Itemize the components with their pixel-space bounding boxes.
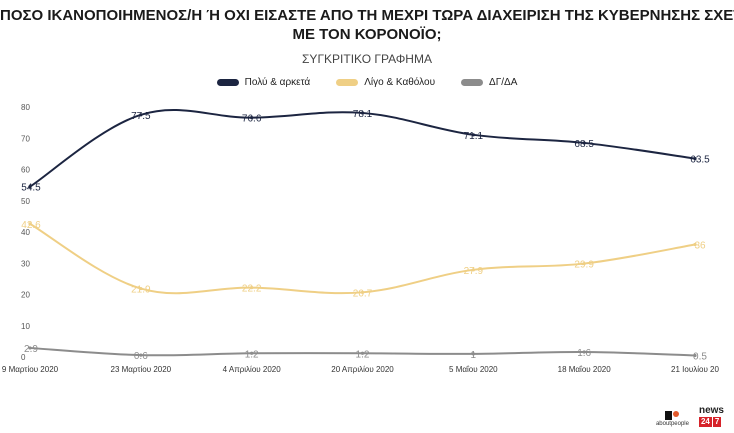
series-1-label-2: 22.2: [242, 284, 262, 295]
aboutpeople-logo: aboutpeople: [656, 411, 689, 427]
series-2-point-5: [582, 350, 586, 354]
series-1-point-5: [582, 261, 586, 266]
chart-legend: Πολύ & αρκετά Λίγο & Καθόλου ΔΓ/ΔΑ: [0, 77, 734, 88]
series-0-label-0: 54.5: [21, 183, 41, 194]
series-1-label-4: 27.9: [464, 266, 484, 277]
series-0-point-2: [250, 116, 254, 120]
chart-subtitle: ΣΥΓΚΡΙΤΙΚΟ ΓΡΑΦΗΜΑ: [302, 52, 432, 66]
series-1-point-1: [139, 286, 143, 291]
series-0-point-5: [582, 141, 586, 145]
legend-item-series-0: Πολύ & αρκετά: [216, 77, 311, 88]
news-digit-24: 24: [698, 417, 712, 427]
series-0-point-4: [471, 133, 475, 137]
chart-title-line-2: ΜΕ ΤΟΝ ΚΟΡΟΝΟΪΟ;: [292, 26, 442, 43]
y-tick-label-2: 20: [21, 291, 30, 300]
series-0-label-5: 68.5: [574, 139, 594, 150]
series-0-label-2: 76.6: [242, 114, 262, 125]
series-2-label-2: 1.2: [245, 349, 259, 360]
series-2-point-6: [693, 353, 697, 358]
series-2-point-1: [139, 353, 143, 357]
series-2-point-4: [471, 352, 475, 356]
chart-title: ΠΟΣΟ ΙΚΑΝΟΠΟΙΗΜΕΝΟΣ/Η Ή ΟΧΙ ΕΙΣΑΣΤΕ ΑΠΟ …: [0, 6, 734, 44]
series-2-point-2: [250, 351, 254, 355]
series-1-point-0: [28, 222, 32, 226]
news-word: news: [698, 405, 724, 416]
brand-logos: aboutpeople news 24 7: [656, 406, 724, 427]
y-tick-label-3: 30: [21, 259, 30, 268]
aboutpeople-mark-icon: [665, 411, 680, 420]
legend-item-series-2: ΔΓ/ΔΑ: [461, 77, 517, 88]
series-2-label-4: 1: [471, 350, 477, 361]
series-2-label-5: 1.6: [577, 348, 591, 359]
series-2-point-0: [28, 346, 32, 350]
news-digit-7: 7: [712, 417, 722, 427]
series-1-label-6: 36: [694, 241, 706, 252]
series-0-label-6: 63.5: [690, 155, 710, 166]
x-tick-label-0: 9 Μαρτίου 2020: [2, 365, 59, 374]
series-2-label-0: 2.9: [24, 344, 38, 355]
y-tick-label-7: 70: [21, 134, 30, 143]
x-tick-label-3: 20 Απριλίου 2020: [331, 365, 394, 374]
news-digits: 24 7: [698, 417, 722, 427]
series-1-label-1: 21.9: [131, 285, 151, 296]
series-1-point-3: [360, 290, 365, 294]
x-tick-label-5: 18 Μαΐου 2020: [558, 365, 612, 374]
y-tick-label-5: 50: [21, 197, 30, 206]
x-tick-label-4: 5 Μαΐου 2020: [449, 365, 498, 374]
legend-swatch-series-1: [336, 79, 359, 86]
series-0-point-6: [693, 156, 697, 161]
news247-logo: news 24 7: [698, 405, 724, 427]
y-tick-label-6: 60: [21, 166, 30, 175]
series-1-point-6: [693, 242, 697, 247]
series-2-label-1: 0.6: [134, 351, 148, 362]
legend-label-series-1: Λίγο & Καθόλου: [364, 77, 436, 88]
y-tick-label-8: 80: [21, 103, 30, 112]
series-1-label-5: 29.9: [574, 260, 594, 271]
series-1-point-4: [471, 268, 475, 272]
series-0-label-1: 77.5: [131, 111, 151, 122]
series-line-1: [29, 222, 696, 295]
series-0-point-0: [28, 185, 32, 189]
series-2-label-3: 1.2: [356, 349, 370, 360]
series-1-label-3: 20.7: [353, 288, 373, 299]
legend-label-series-0: Πολύ & αρκετά: [244, 77, 311, 88]
series-0-label-3: 78.1: [353, 109, 373, 120]
series-line-0: [29, 109, 696, 188]
series-1-point-2: [250, 286, 254, 290]
legend-item-series-1: Λίγο & Καθόλου: [336, 77, 435, 88]
y-tick-label-4: 40: [21, 228, 30, 237]
x-tick-label-2: 4 Απριλίου 2020: [223, 365, 282, 374]
series-0-label-4: 71.1: [464, 131, 484, 142]
series-2-point-3: [360, 351, 365, 355]
y-tick-label-0: 0: [21, 353, 26, 362]
series-1-label-0: 42.6: [21, 220, 41, 231]
chart-title-line-1: ΠΟΣΟ ΙΚΑΝΟΠΟΙΗΜΕΝΟΣ/Η Ή ΟΧΙ ΕΙΣΑΣΤΕ ΑΠΟ …: [0, 7, 734, 24]
x-tick-label-1: 23 Μαρτίου 2020: [111, 365, 172, 374]
series-2-label-6: 0.5: [693, 351, 707, 362]
series-0-point-3: [360, 111, 365, 115]
legend-label-series-2: ΔΓ/ΔΑ: [489, 77, 518, 88]
x-tick-label-6: 21 Ιουλίου 20: [671, 365, 719, 374]
legend-swatch-series-0: [216, 79, 239, 86]
aboutpeople-label: aboutpeople: [655, 421, 689, 427]
series-0-point-1: [139, 113, 143, 117]
legend-swatch-series-2: [461, 79, 484, 86]
y-tick-label-1: 10: [21, 322, 30, 331]
